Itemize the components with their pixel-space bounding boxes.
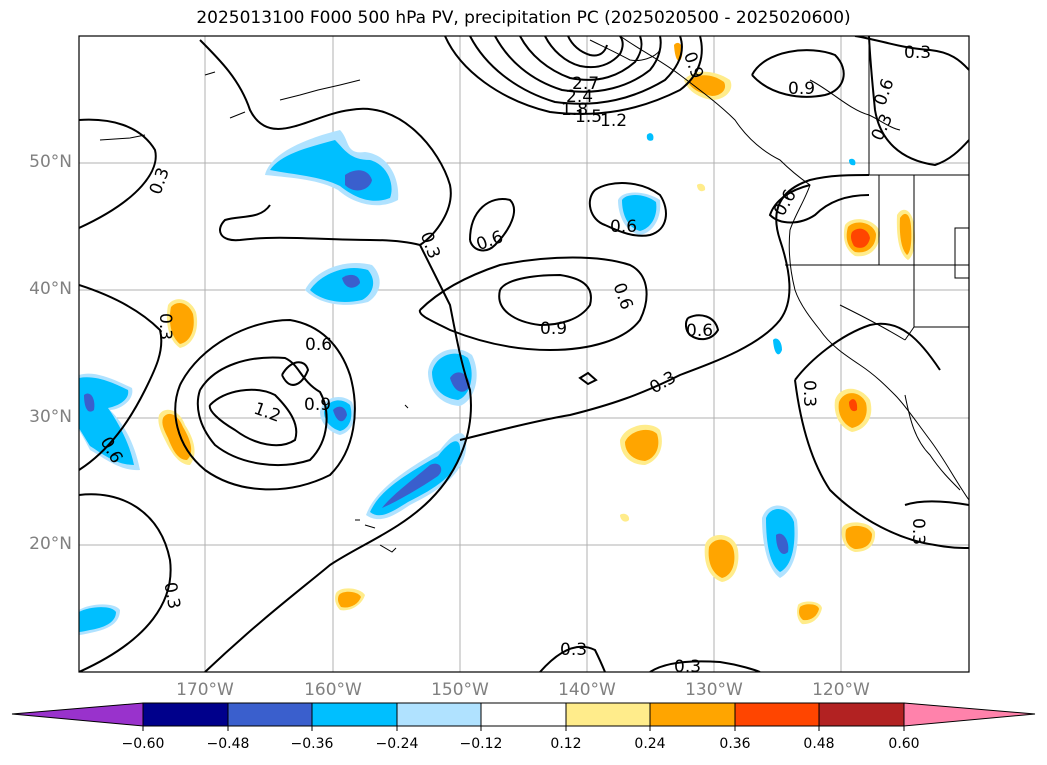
colorbar-segment: [903, 702, 1036, 727]
colorbar-segment: [565, 702, 651, 727]
contour-label: 0.3: [146, 165, 174, 197]
contour-label: 0.6: [305, 335, 332, 355]
contour-label: 0.6: [610, 217, 637, 237]
contour-label: 2.4: [566, 87, 593, 107]
contour-label: 0.3: [904, 43, 931, 63]
colorbar-segment: [649, 702, 736, 727]
lat-label-50n: 50°N: [29, 152, 72, 172]
contour-label: 0.3: [560, 640, 587, 660]
colorbar-tick-label: −0.24: [375, 736, 419, 752]
colorbar-tick-label: 0.48: [803, 736, 835, 752]
gridlines: [79, 36, 969, 672]
colorbar-tick-label: −0.12: [459, 736, 503, 752]
contour-label: 0.9: [540, 319, 567, 339]
colorbar-segment: [311, 702, 398, 727]
colorbar-tick-label: −0.60: [121, 736, 165, 752]
contour-label: 2.7: [572, 74, 599, 94]
colorbar-segment: [142, 702, 229, 727]
map-frame: [78, 35, 970, 673]
colorbar-tick-label: 0.36: [719, 736, 751, 752]
pv-contours: [79, 36, 969, 672]
contour-label: 0.6: [474, 227, 506, 255]
contour-label: 0.6: [608, 280, 636, 312]
contour-label: 1.8: [561, 100, 588, 120]
contour-label: 0.3: [416, 229, 444, 261]
precip-positive-areas: [158, 42, 915, 625]
contour-label: 0.6: [871, 76, 899, 108]
contour-label: 0.3: [908, 518, 928, 545]
contour-label: 1.2: [251, 399, 283, 427]
colorbar-segment: [396, 702, 482, 727]
contour-label: 0.9: [788, 79, 815, 99]
colorbar-segment: [480, 702, 567, 727]
precip-negative-areas: [79, 130, 856, 635]
contour-label: 0.3: [159, 581, 183, 611]
contour-label: 0.3: [646, 367, 679, 398]
lon-label-130w: 130°W: [685, 680, 743, 700]
lon-label-120w: 120°W: [812, 680, 870, 700]
lon-label-140w: 140°W: [558, 680, 616, 700]
contour-label: 1.2: [600, 111, 627, 131]
colorbar-tick-label: 0.60: [888, 736, 920, 752]
contour-label: 0.3: [155, 313, 175, 340]
lat-label-30n: 30°N: [29, 407, 72, 427]
contour-label: 0.9: [304, 395, 331, 415]
colorbar-segment: [227, 702, 313, 727]
lon-label-160w: 160°W: [304, 680, 362, 700]
colorbar-tick-label: 0.24: [634, 736, 666, 752]
colorbar-tick-label: −0.36: [290, 736, 334, 752]
contour-label: 0.3: [868, 111, 898, 144]
lat-label-20n: 20°N: [29, 534, 72, 554]
lat-label-40n: 40°N: [29, 279, 72, 299]
colorbar-segment: [818, 702, 905, 727]
colorbar-segment: [734, 702, 820, 727]
contour-label: 0.6: [686, 321, 713, 341]
lon-label-150w: 150°W: [431, 680, 489, 700]
colorbar-tick-label: −0.48: [206, 736, 250, 752]
colorbar-tick-label: 0.12: [550, 736, 582, 752]
contour-labels: 0.3 0.9 0.6 0.3 0.3 0.3 0.6 0.6 0.6 0.6 …: [96, 43, 931, 677]
lon-label-170w: 170°W: [176, 680, 234, 700]
map-title: 2025013100 F000 500 hPa PV, precipitatio…: [196, 8, 851, 28]
colorbar-ticks: [142, 726, 905, 731]
contour-label: 0.3: [674, 657, 701, 677]
contour-label: 0.3: [799, 380, 819, 407]
coastlines: [99, 36, 969, 553]
contour-label: 1.5: [575, 107, 602, 127]
colorbar: [11, 702, 1036, 727]
colorbar-segment: [11, 702, 144, 727]
